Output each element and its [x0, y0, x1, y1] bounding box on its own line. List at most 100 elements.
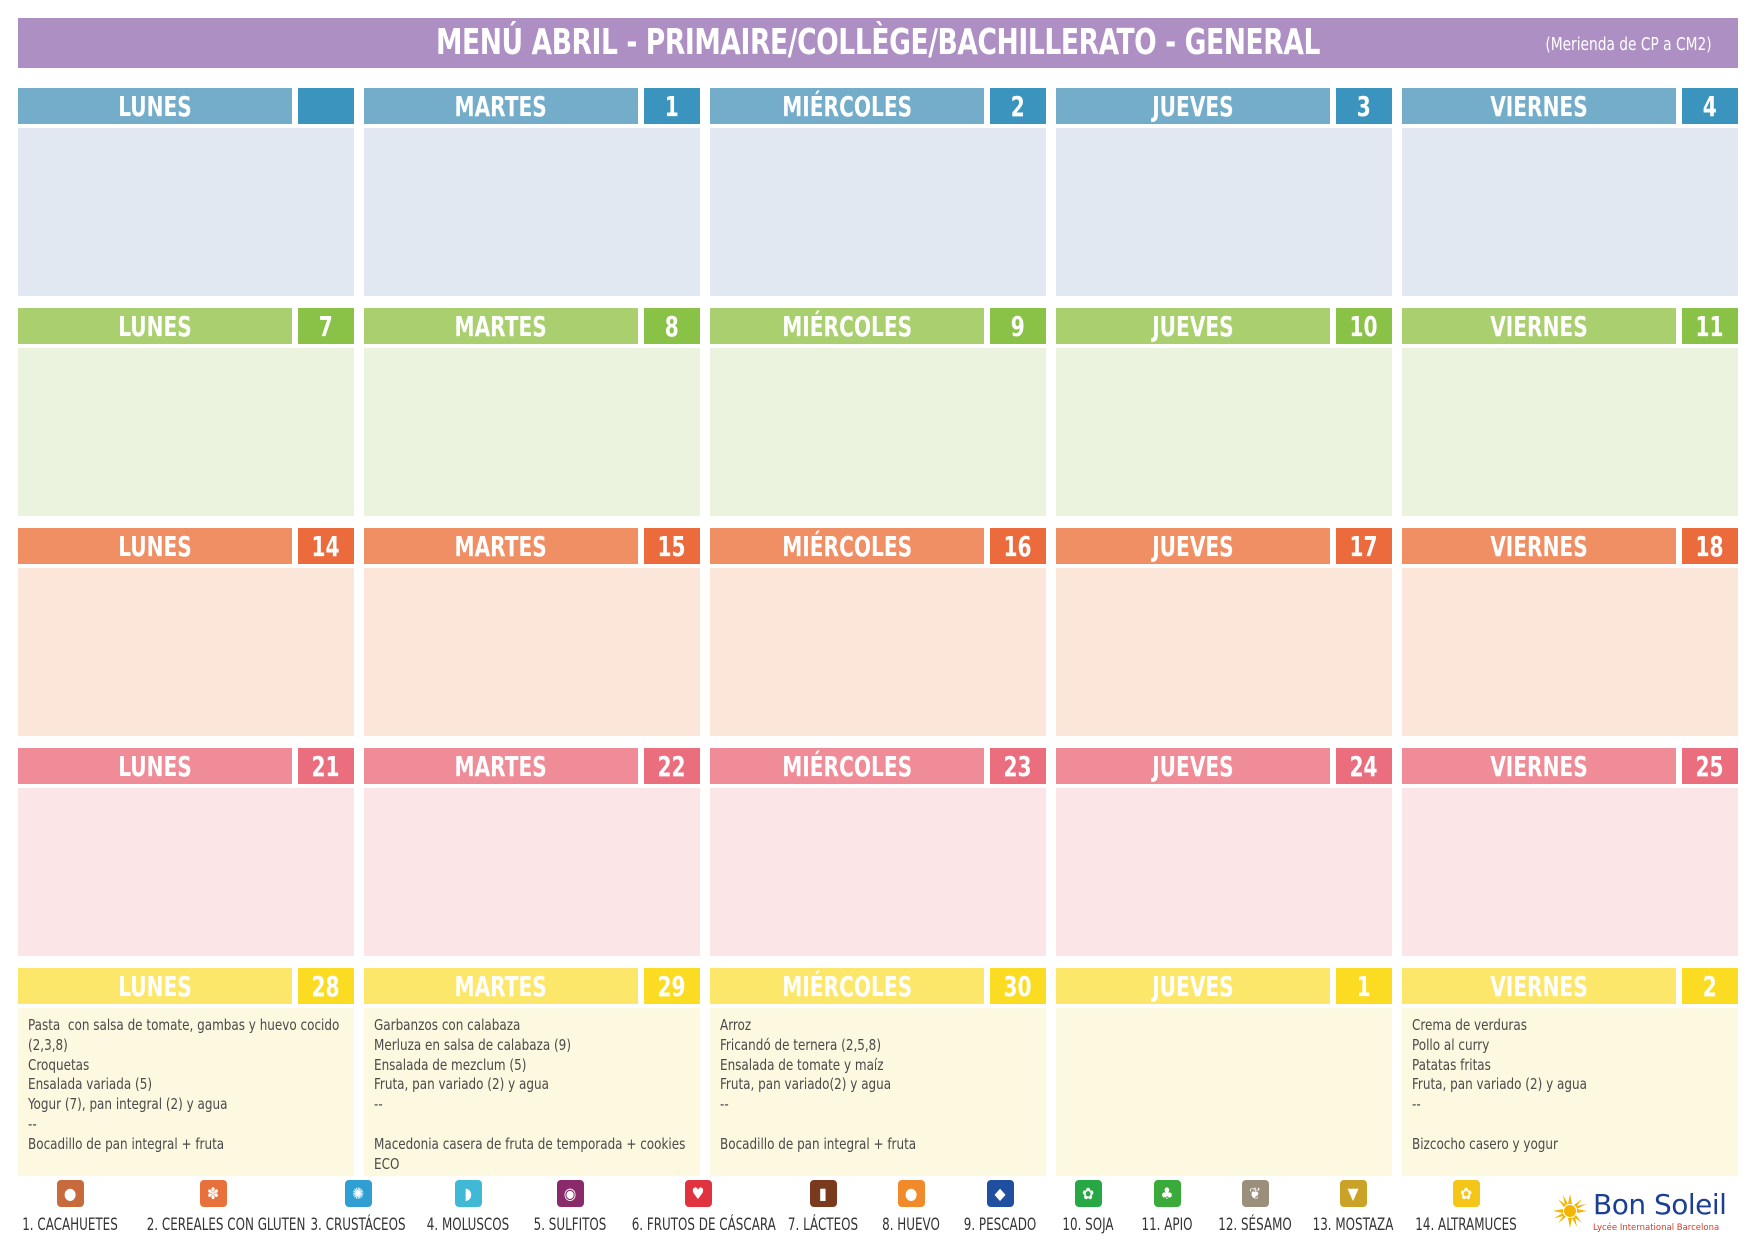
menu-line [1412, 1115, 1747, 1135]
day-number-box: 11 [1682, 308, 1738, 344]
day-menu-box: Crema de verduras Pollo al curry Patatas f… [1402, 1008, 1738, 1176]
allergen-item: ▼ 13. MOSTAZA [1268, 1180, 1438, 1235]
allergen-legend: ● 1. CACAHUETES ✽ 2. CEREALES CON GLUTEN ✺ 3.… [0, 1178, 1754, 1240]
menu-line: Patatas fritas [1412, 1055, 1491, 1074]
day-number: 18 [1695, 530, 1725, 563]
allergen-label: 5. SULFITOS [533, 1215, 607, 1235]
menu-line: Pollo al curry [1412, 1035, 1490, 1054]
day-menu-box [1402, 568, 1738, 736]
day-header: LUNES [18, 968, 292, 1004]
day-number: 29 [657, 970, 687, 1003]
soy-icon: ✿ [1074, 1180, 1102, 1207]
menu-line: Crema de verduras [1412, 1016, 1527, 1034]
wheat-icon: ✽ [199, 1180, 227, 1207]
day-name: VIERNES [1490, 750, 1588, 783]
day-header: VIERNES [1402, 528, 1676, 564]
day-header: MIÉRCOLES [710, 748, 984, 784]
day-name: VIERNES [1490, 530, 1588, 563]
day-menu-box: Pasta con salsa de tomate, gambas y huev… [18, 1008, 354, 1176]
allergen-label: 4. MOLUSCOS [426, 1215, 510, 1235]
day-number-box: 2 [1682, 968, 1738, 1004]
shell-icon: ◗ [454, 1180, 482, 1207]
day-name: MARTES [454, 530, 548, 563]
menu-text: Pasta con salsa de tomate, gambas y huev… [28, 1016, 363, 1155]
day-header: MARTES [364, 968, 638, 1004]
day-header: MIÉRCOLES [710, 88, 984, 124]
day-number-box: 7 [298, 308, 354, 344]
allergen-label: 14. ALTRAMUCES [1415, 1215, 1517, 1235]
day-menu-box [364, 788, 700, 956]
day-header: JUEVES [1056, 528, 1330, 564]
day-menu-box [1056, 1008, 1392, 1176]
sun-icon [1553, 1194, 1587, 1228]
day-name: JUEVES [1152, 310, 1234, 343]
day-number: 16 [1003, 530, 1033, 563]
celery-icon: ♣ [1153, 1180, 1181, 1207]
day-name: LUNES [118, 970, 192, 1003]
day-name: MIÉRCOLES [782, 530, 912, 563]
allergen-label: 8. HUEVO [882, 1215, 940, 1235]
day-number: 17 [1349, 530, 1379, 563]
day-name: MARTES [454, 90, 548, 123]
day-name: VIERNES [1490, 310, 1588, 343]
day-menu-box [1056, 788, 1392, 956]
day-header: LUNES [18, 88, 292, 124]
day-name: VIERNES [1490, 970, 1588, 1003]
day-name: LUNES [118, 310, 192, 343]
day-name: JUEVES [1152, 970, 1234, 1003]
allergen-label: 9. PESCADO [963, 1215, 1037, 1235]
day-menu-box: Garbanzos con calabaza Merluza en salsa d… [364, 1008, 700, 1176]
day-menu-box [1056, 128, 1392, 296]
day-header: VIERNES [1402, 748, 1676, 784]
day-menu-box [710, 348, 1046, 516]
day-header: JUEVES [1056, 968, 1330, 1004]
menu-line: Pasta con salsa de tomate, gambas y huev… [28, 1016, 340, 1034]
day-header: MIÉRCOLES [710, 528, 984, 564]
allergen-item: ✿ 10. SOJA [1003, 1180, 1173, 1235]
day-number-box: 25 [1682, 748, 1738, 784]
day-number-box: 16 [990, 528, 1046, 564]
day-number: 25 [1695, 750, 1725, 783]
menu-line: Merluza en salsa de calabaza (9) [374, 1035, 572, 1054]
allergen-item: ✺ 3. CRUSTÁCEOS [273, 1180, 443, 1235]
allergen-item: ● 1. CACAHUETES [0, 1180, 155, 1235]
day-menu-box [18, 788, 354, 956]
day-menu-box [710, 788, 1046, 956]
allergen-label: 11. APIO [1141, 1215, 1193, 1235]
day-header: LUNES [18, 528, 292, 564]
day-number-box: 28 [298, 968, 354, 1004]
calendar-grid: LUNES MARTES 1 MIÉRCOLES 2 JUEVES 3 VIERNES 4 LUN… [18, 88, 1738, 1176]
nut-icon: ♥ [684, 1180, 712, 1207]
menu-line: Garbanzos con calabaza [374, 1016, 521, 1034]
day-name: JUEVES [1152, 750, 1234, 783]
day-number-box: 29 [644, 968, 700, 1004]
day-number-box: 23 [990, 748, 1046, 784]
day-menu-box [1056, 348, 1392, 516]
menu-text: Crema de verduras Pollo al curry Patatas f… [1412, 1016, 1747, 1155]
day-header: MARTES [364, 308, 638, 344]
day-number-box: 10 [1336, 308, 1392, 344]
menu-line: Ensalada variada (5) [28, 1075, 153, 1094]
day-header: MIÉRCOLES [710, 968, 984, 1004]
allergen-label: 13. MOSTAZA [1312, 1215, 1394, 1235]
peanut-icon: ● [56, 1180, 84, 1207]
crab-icon: ✺ [344, 1180, 372, 1207]
allergen-item: ❦ 12. SÉSAMO [1170, 1180, 1340, 1235]
day-menu-box: Arroz Fricandó de ternera (2,5,8) Ensalada… [710, 1008, 1046, 1176]
sesame-icon: ❦ [1241, 1180, 1269, 1207]
day-number: 4 [1702, 90, 1718, 123]
day-menu-box [1056, 568, 1392, 736]
day-number-box: 14 [298, 528, 354, 564]
day-number-box: 18 [1682, 528, 1738, 564]
day-number-box: 9 [990, 308, 1046, 344]
day-menu-box [364, 568, 700, 736]
sulphite-icon: ◉ [556, 1180, 584, 1207]
bon-soleil-logo: Bon Soleil Lycée International Barcelona [1553, 1188, 1743, 1234]
day-number: 2 [1010, 90, 1026, 123]
page-subtitle: (Merienda de CP a CM2) [1545, 34, 1712, 55]
day-menu-box [18, 128, 354, 296]
day-header: JUEVES [1056, 748, 1330, 784]
day-menu-box [710, 128, 1046, 296]
day-name: JUEVES [1152, 530, 1234, 563]
day-number: 23 [1003, 750, 1033, 783]
